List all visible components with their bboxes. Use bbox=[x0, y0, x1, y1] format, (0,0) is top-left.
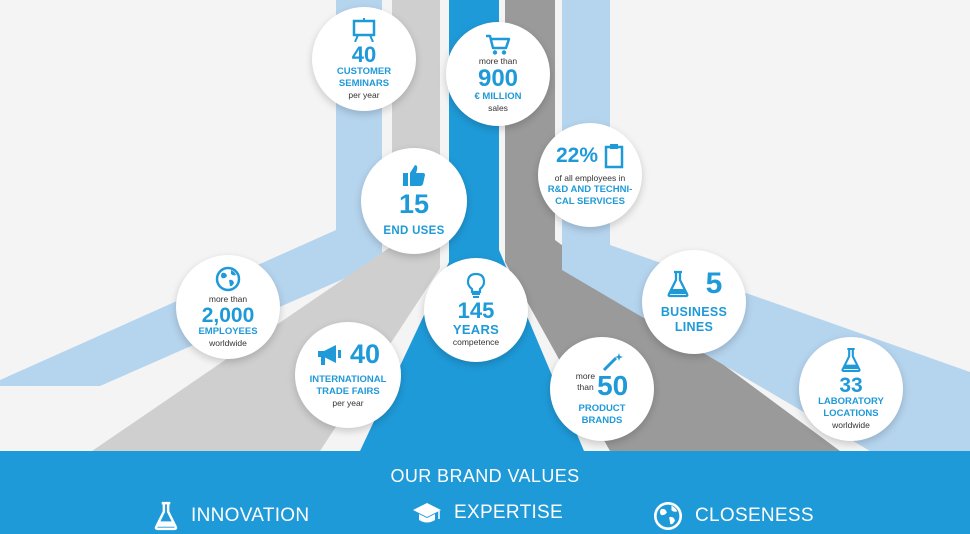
cart-icon bbox=[486, 34, 511, 55]
ribbon-light-blue-left bbox=[0, 0, 382, 386]
business-lines-label-2: LINES bbox=[674, 320, 714, 334]
stat-sales: more than 900 € MILLION sales bbox=[446, 22, 550, 126]
end-uses-value: 15 bbox=[398, 189, 430, 219]
magic-wand-icon bbox=[602, 352, 623, 371]
labs-value: 33 bbox=[839, 374, 863, 397]
stat-end-uses: 15 END USES bbox=[361, 148, 467, 254]
trade-fairs-sub: per year bbox=[332, 398, 364, 408]
rd-value: 22% bbox=[555, 144, 599, 167]
stat-trade-fairs: 40 INTERNATIONAL TRADE FAIRS per year bbox=[295, 322, 401, 428]
sales-pre: more than bbox=[478, 56, 518, 66]
trade-fairs-label-1: INTERNATIONAL bbox=[309, 374, 387, 385]
business-lines-label-1: BUSINESS bbox=[660, 305, 728, 319]
stat-years: 145 YEARS competence bbox=[424, 258, 528, 362]
brands-value: 50 bbox=[597, 369, 629, 401]
brand-value-expertise: EXPERTISE bbox=[412, 501, 563, 525]
sales-sub: sales bbox=[488, 103, 508, 113]
brand-value-innovation: INNOVATION bbox=[153, 501, 309, 531]
lightbulb-icon bbox=[466, 272, 486, 298]
stat-laboratory-locations: 33 LABORATORY LOCATIONS worldwide bbox=[799, 337, 903, 441]
labs-label-1: LABORATORY bbox=[818, 396, 884, 407]
brands-pre-2: than bbox=[577, 381, 594, 392]
stat-product-brands: more than 50 PRODUCT BRANDS bbox=[550, 337, 654, 441]
stat-rd-employees: 22% of all employees in R&D AND TECHNI- … bbox=[538, 123, 642, 227]
rd-sub: of all employees in bbox=[554, 172, 626, 183]
business-lines-value: 5 bbox=[705, 267, 723, 300]
brands-label-2: BRANDS bbox=[581, 414, 623, 426]
years-value: 145 bbox=[457, 298, 495, 323]
employees-pre: more than bbox=[208, 293, 248, 304]
clipboard-icon bbox=[604, 143, 624, 168]
stat-customer-seminars: 40 CUSTOMER SEMINARS per year bbox=[312, 7, 416, 111]
ribbon-blue-center bbox=[360, 0, 584, 451]
brand-value-innovation-label: INNOVATION bbox=[191, 505, 310, 526]
seminars-value: 40 bbox=[351, 41, 377, 67]
sales-value: 900 bbox=[477, 65, 519, 92]
graduation-cap-icon bbox=[413, 503, 441, 523]
megaphone-icon bbox=[317, 344, 341, 365]
stat-business-lines: 5 BUSINESS LINES bbox=[642, 250, 746, 354]
brands-pre-1: more bbox=[575, 370, 596, 381]
seminars-sub: per year bbox=[348, 89, 380, 100]
trade-fairs-value: 40 bbox=[349, 339, 381, 369]
employees-value: 2,000 bbox=[201, 303, 255, 327]
thumbs-up-icon bbox=[403, 165, 425, 186]
globe-icon bbox=[215, 266, 241, 291]
easel-icon bbox=[352, 17, 376, 42]
brands-label-1: PRODUCT bbox=[578, 402, 626, 414]
employees-sub: worldwide bbox=[209, 337, 247, 348]
sales-label: € MILLION bbox=[474, 91, 522, 102]
seminars-label: CUSTOMER SEMINARS bbox=[336, 65, 392, 89]
brand-value-closeness: CLOSENESS bbox=[653, 501, 814, 531]
flask-icon bbox=[667, 270, 689, 298]
brand-value-closeness-label: CLOSENESS bbox=[695, 505, 814, 526]
years-label: YEARS bbox=[452, 322, 500, 337]
ribbon-light-blue-right bbox=[562, 0, 970, 451]
brand-value-expertise-label: EXPERTISE bbox=[454, 502, 563, 523]
labs-sub: worldwide bbox=[832, 420, 870, 430]
end-uses-label: END USES bbox=[383, 225, 445, 237]
globe-icon bbox=[653, 501, 683, 531]
rd-label-1: R&D AND TECHNI- bbox=[547, 183, 633, 195]
trade-fairs-label-2: TRADE FAIRS bbox=[316, 386, 380, 397]
rd-label-2: CAL SERVICES bbox=[555, 195, 625, 207]
flask-icon bbox=[841, 347, 861, 373]
brand-values-footer: OUR BRAND VALUES INNOVATION EXPERTISE CL… bbox=[0, 451, 970, 534]
years-sub: competence bbox=[452, 337, 500, 347]
stat-employees: more than 2,000 EMPLOYEES worldwide bbox=[176, 255, 280, 359]
labs-label-2: LOCATIONS bbox=[823, 408, 879, 419]
flask-icon bbox=[154, 501, 178, 531]
brand-values-title: OUR BRAND VALUES bbox=[390, 466, 580, 486]
employees-label: EMPLOYEES bbox=[198, 325, 258, 337]
